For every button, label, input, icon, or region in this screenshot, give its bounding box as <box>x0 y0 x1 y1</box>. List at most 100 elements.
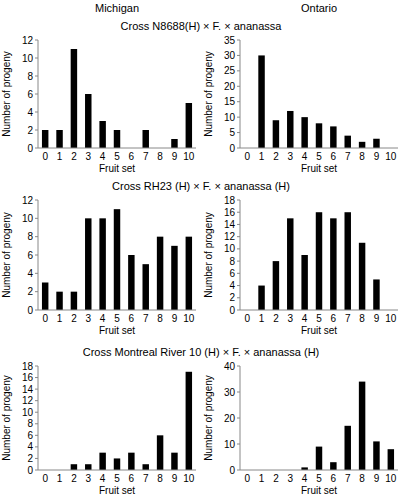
y-tick-label: 6 <box>27 89 33 100</box>
x-tick-label: 8 <box>157 473 163 484</box>
y-axis <box>38 40 39 148</box>
bar <box>114 209 120 310</box>
x-axis-label: Fruit set <box>301 163 337 174</box>
x-tick-label: 1 <box>259 151 265 162</box>
y-tick-label: 10 <box>22 407 34 418</box>
bar <box>373 279 379 310</box>
y-tick-label: 25 <box>224 65 236 76</box>
bar <box>42 283 48 311</box>
bar <box>142 464 148 470</box>
row-title: Cross N8688(H) × F. × ananassa <box>121 20 283 32</box>
x-tick-label: 10 <box>385 151 397 162</box>
y-tick-label: 8 <box>229 256 235 267</box>
y-tick-label: 6 <box>229 268 235 279</box>
bars <box>258 212 379 310</box>
chart: 024681012012345678910Fruit setNumber of … <box>1 35 196 175</box>
y-tick-label: 10 <box>22 213 34 224</box>
y-tick-label: 12 <box>22 195 34 206</box>
chart: 010203040012345678910Fruit setNumber of … <box>203 361 398 497</box>
bars <box>71 372 192 470</box>
y-axis-label: Number of progeny <box>1 375 12 461</box>
bars <box>42 49 192 148</box>
x-tick-label: 6 <box>331 473 337 484</box>
bar <box>373 139 379 148</box>
x-tick-label: 10 <box>385 473 397 484</box>
x-tick-label: 10 <box>183 473 195 484</box>
x-tick-label: 9 <box>374 313 380 324</box>
x-axis-label: Fruit set <box>301 485 337 496</box>
bar <box>273 261 279 310</box>
x-axis-label: Fruit set <box>301 325 337 336</box>
bar <box>330 126 336 148</box>
bar <box>142 264 148 310</box>
chart: 05101520253035012345678910Fruit setNumbe… <box>203 35 398 175</box>
y-tick-label: 4 <box>27 268 33 279</box>
y-tick-label: 10 <box>224 243 236 254</box>
x-tick-label: 0 <box>244 313 250 324</box>
y-tick-label: 0 <box>27 465 33 476</box>
x-tick-label: 2 <box>273 473 279 484</box>
x-tick-label: 3 <box>85 473 91 484</box>
y-tick-label: 8 <box>27 71 33 82</box>
bar <box>258 55 264 148</box>
x-tick-label: 0 <box>42 313 48 324</box>
bar <box>301 255 307 310</box>
x-tick-label: 2 <box>71 151 77 162</box>
y-axis <box>38 200 39 310</box>
x-tick-label: 5 <box>114 473 120 484</box>
bar <box>157 435 163 470</box>
x-tick-label: 6 <box>129 473 135 484</box>
x-tick-label: 9 <box>172 313 178 324</box>
y-tick-label: 12 <box>22 395 34 406</box>
x-tick-label: 2 <box>273 313 279 324</box>
x-tick-label: 6 <box>331 313 337 324</box>
y-tick-label: 2 <box>27 286 33 297</box>
bar <box>287 218 293 310</box>
x-tick-label: 5 <box>316 473 322 484</box>
y-tick-label: 2 <box>27 453 33 464</box>
y-axis <box>240 366 241 470</box>
x-axis <box>38 310 196 311</box>
bar <box>359 142 365 148</box>
x-axis <box>240 148 398 149</box>
x-tick-label: 8 <box>359 313 365 324</box>
x-tick-label: 2 <box>71 473 77 484</box>
bar <box>171 246 177 310</box>
y-tick-label: 0 <box>229 143 235 154</box>
x-tick-label: 1 <box>259 313 265 324</box>
y-tick-label: 6 <box>27 250 33 261</box>
bar <box>344 426 350 470</box>
x-tick-label: 0 <box>42 151 48 162</box>
bar <box>316 447 322 470</box>
bar <box>186 372 192 470</box>
y-tick-label: 8 <box>27 231 33 242</box>
y-tick-label: 20 <box>224 413 236 424</box>
x-tick-label: 1 <box>57 473 63 484</box>
y-tick-label: 10 <box>224 112 236 123</box>
y-tick-label: 16 <box>22 372 34 383</box>
x-tick-label: 4 <box>302 151 308 162</box>
y-axis-label: Number of progeny <box>203 212 214 298</box>
y-tick-label: 0 <box>229 465 235 476</box>
x-tick-label: 8 <box>359 473 365 484</box>
x-tick-label: 7 <box>143 473 149 484</box>
row-title: Cross Montreal River 10 (H) × F. × anana… <box>83 346 320 358</box>
y-tick-label: 4 <box>229 280 235 291</box>
y-tick-label: 8 <box>27 418 33 429</box>
x-tick-label: 9 <box>374 151 380 162</box>
y-tick-label: 14 <box>22 384 34 395</box>
bar <box>85 464 91 470</box>
y-tick-label: 16 <box>224 207 236 218</box>
bar <box>273 120 279 148</box>
y-tick-label: 4 <box>27 441 33 452</box>
column-label: Michigan <box>95 2 139 14</box>
y-axis <box>240 40 241 148</box>
bar <box>42 130 48 148</box>
y-tick-label: 5 <box>229 127 235 138</box>
bars <box>258 55 379 148</box>
x-tick-label: 2 <box>273 151 279 162</box>
x-tick-label: 3 <box>287 151 293 162</box>
bar <box>71 464 77 470</box>
x-tick-label: 1 <box>57 313 63 324</box>
bar <box>388 449 394 470</box>
